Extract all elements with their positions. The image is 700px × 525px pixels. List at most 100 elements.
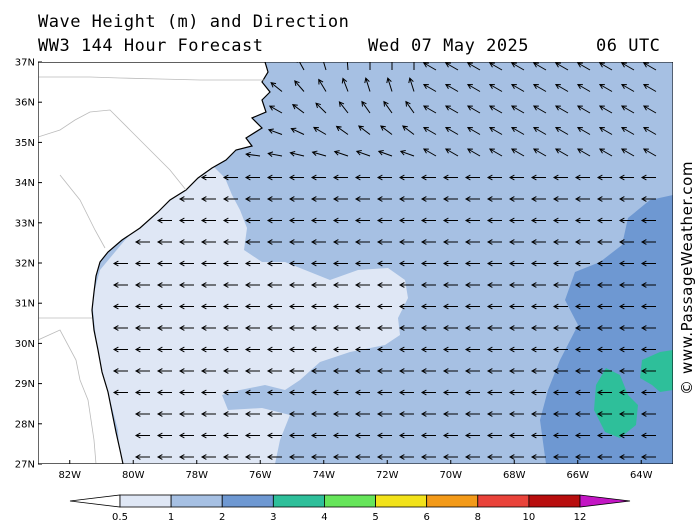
wave-arrow	[354, 303, 370, 310]
wave-arrow	[618, 346, 634, 353]
lon-label-72W: 72W	[376, 470, 399, 481]
wave-arrow	[156, 303, 172, 310]
wave-arrow	[618, 239, 634, 245]
wave-arrow	[354, 454, 370, 460]
wave-arrow	[398, 346, 414, 353]
wave-arrow	[178, 217, 194, 224]
wave-arrow	[464, 389, 480, 396]
sea-3-4m-patch-south	[594, 368, 638, 438]
wave-arrow	[420, 411, 436, 417]
wave-arrow	[310, 389, 326, 396]
wave-arrow	[310, 454, 326, 460]
wave-arrow	[596, 282, 612, 288]
wave-arrow	[156, 260, 172, 267]
wave-arrow	[222, 174, 238, 181]
wave-arrow	[620, 148, 635, 157]
wave-arrow	[618, 411, 634, 417]
wave-arrow	[596, 217, 612, 224]
legend-below-arrow	[69, 494, 121, 508]
wave-arrow	[266, 217, 282, 224]
wave-arrow	[332, 325, 348, 331]
wave-arrow	[574, 346, 590, 353]
wave-arrow	[178, 196, 194, 202]
wave-arrow	[486, 346, 502, 353]
wave-arrow	[508, 282, 524, 288]
wave-arrow	[376, 454, 392, 460]
wave-arrow	[200, 325, 216, 331]
wave-arrow	[574, 174, 590, 181]
wave-arrow	[134, 346, 150, 353]
wave-arrow	[574, 303, 590, 310]
legend-swatch-3-4	[272, 494, 325, 508]
wave-arrow	[488, 105, 503, 114]
wave-arrow	[574, 325, 590, 331]
wave-arrow	[200, 239, 216, 245]
wave-arrow	[156, 454, 172, 460]
wave-arrow	[596, 196, 612, 202]
wave-arrow	[442, 389, 458, 396]
wave-arrow	[442, 303, 458, 310]
wave-arrow	[289, 150, 305, 157]
wave-arrow	[288, 239, 304, 245]
lon-label-82W: 82W	[58, 470, 81, 481]
wave-arrow	[318, 78, 327, 92]
wave-arrow	[486, 239, 502, 245]
wave-arrow	[294, 80, 305, 92]
wave-arrow	[488, 148, 503, 157]
wave-arrow	[486, 282, 502, 288]
lon-label-70W: 70W	[439, 470, 462, 481]
wave-arrow	[200, 174, 216, 181]
wave-arrow	[266, 454, 282, 460]
wave-arrow	[598, 105, 613, 114]
wave-arrow	[466, 105, 481, 114]
wave-arrow	[288, 260, 304, 267]
wave-arrow	[574, 282, 590, 288]
wave-arrow	[332, 454, 348, 460]
wave-arrow	[200, 368, 216, 374]
wave-arrow	[178, 432, 194, 439]
wave-arrow	[574, 217, 590, 224]
wave-arrow	[486, 325, 502, 331]
wave-arrow	[156, 239, 172, 245]
lon-label-68W: 68W	[503, 470, 526, 481]
wave-arrow	[332, 411, 348, 417]
wave-arrow	[222, 368, 238, 374]
wave-arrow	[444, 105, 459, 114]
wave-arrow	[332, 346, 348, 353]
wave-arrow	[420, 368, 436, 374]
wave-arrow	[338, 101, 349, 114]
wave-arrow	[178, 239, 194, 245]
wave-arrow	[596, 239, 612, 245]
wave-arrow	[574, 432, 590, 439]
wave-arrow	[486, 389, 502, 396]
wave-arrow	[442, 260, 458, 267]
wave-direction-arrows	[112, 62, 657, 460]
wave-arrow	[134, 325, 150, 331]
state-borders	[38, 76, 265, 464]
lon-label-80W: 80W	[122, 470, 145, 481]
wave-arrow	[420, 432, 436, 439]
wave-arrow	[200, 303, 216, 310]
wave-arrow	[530, 325, 546, 331]
wave-arrow	[640, 368, 656, 374]
legend-label-10: 10	[523, 512, 536, 523]
wave-arrow	[266, 239, 282, 245]
wave-arrow	[420, 454, 436, 460]
wave-height-legend: 0.5 1 2 3 4 5 6 8 10 12	[69, 494, 631, 523]
wave-arrow	[244, 239, 260, 245]
wave-arrow	[332, 174, 348, 181]
wave-arrow	[364, 77, 371, 92]
legend-swatch-1-2	[170, 494, 223, 508]
wave-arrow	[444, 83, 459, 92]
wave-arrow	[156, 411, 172, 417]
lat-label-34N: 34N	[15, 178, 35, 189]
lon-label-66W: 66W	[566, 470, 589, 481]
wave-arrow	[510, 126, 525, 135]
wave-arrow	[598, 148, 613, 157]
wave-arrow	[442, 282, 458, 288]
wave-arrow	[332, 239, 348, 245]
wave-arrow	[554, 105, 569, 114]
wave-arrow	[200, 432, 216, 439]
wave-arrow	[420, 282, 436, 288]
wave-arrow	[464, 411, 480, 417]
